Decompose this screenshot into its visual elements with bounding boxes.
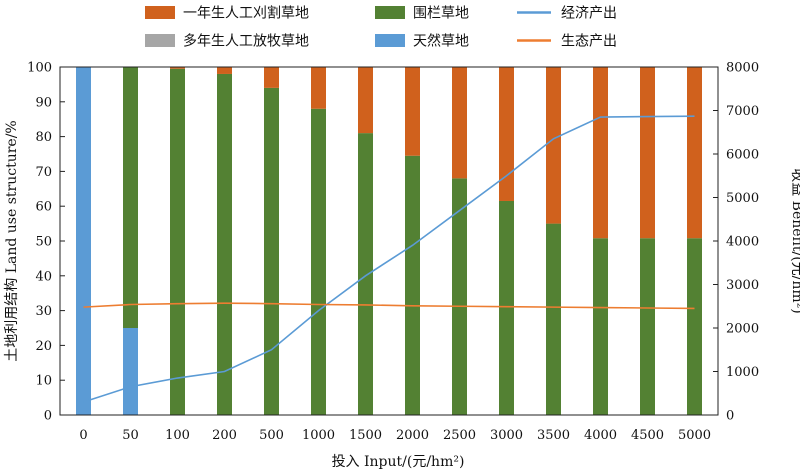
x-tick-label: 50	[122, 428, 139, 443]
legend-swatch	[375, 34, 405, 47]
legend-label: 一年生人工刈割草地	[183, 5, 309, 22]
legend-label: 天然草地	[413, 33, 469, 50]
y-right-tick-label: 5000	[726, 191, 759, 206]
series-line	[83, 302, 695, 310]
bar-segment	[123, 67, 138, 328]
legend-label: 经济产出	[561, 6, 617, 22]
y-right-tick-label: 0	[726, 409, 734, 424]
bar-segment	[405, 155, 420, 416]
bar-segment	[687, 238, 702, 415]
x-axis-title: 投入 Input/(元/hm²)	[332, 454, 465, 470]
bar-segment	[546, 67, 561, 224]
y-left-tick-label: 40	[35, 269, 52, 284]
y-right-tick-label: 2000	[726, 322, 759, 337]
y-right-tick-label: 1000	[726, 365, 759, 380]
bar-segment	[217, 73, 232, 416]
y-axis-left-title: 土地利用结构 Land use structure/%	[4, 120, 20, 361]
bar-segment	[170, 67, 185, 69]
x-tick-label: 2000	[396, 428, 429, 443]
y-left-tick-label: 10	[35, 374, 52, 389]
y-left-tick-label: 0	[44, 409, 52, 424]
legend-swatch	[145, 34, 175, 47]
axes: 0102030405060708090100010002000300040005…	[27, 61, 759, 444]
series-line	[83, 115, 695, 403]
bar-segment	[452, 178, 467, 415]
y-left-tick-label: 50	[35, 235, 52, 250]
bar-segment	[499, 200, 514, 415]
x-tick-label: 4500	[631, 428, 664, 443]
bar-segment	[123, 328, 138, 415]
x-tick-label: 4000	[584, 428, 617, 443]
y-left-tick-label: 80	[35, 130, 52, 145]
x-tick-label: 500	[259, 428, 284, 443]
y-left-tick-label: 70	[35, 165, 52, 180]
bar-segment	[264, 67, 279, 88]
legend-label: 生态产出	[561, 34, 617, 50]
bar-segment	[311, 67, 326, 109]
y-left-tick-label: 60	[35, 200, 52, 215]
bar-segment	[546, 223, 561, 415]
bar-segment	[311, 108, 326, 415]
stacked-bars	[76, 67, 702, 416]
bar-segment	[640, 238, 655, 415]
benefit-lines	[83, 115, 695, 403]
bar-segment	[358, 133, 373, 415]
y-right-tick-label: 7000	[726, 104, 759, 119]
x-tick-label: 1000	[302, 428, 335, 443]
y-left-tick-label: 20	[35, 339, 52, 354]
y-right-tick-label: 3000	[726, 278, 759, 293]
bar-segment	[452, 67, 467, 179]
y-right-tick-label: 4000	[726, 235, 759, 250]
y-right-tick-label: 6000	[726, 148, 759, 163]
x-tick-label: 2500	[443, 428, 476, 443]
x-tick-label: 3500	[537, 428, 570, 443]
bar-segment	[170, 68, 185, 416]
y-left-tick-label: 90	[35, 95, 52, 110]
bar-segment	[687, 67, 702, 239]
bar-segment	[217, 67, 232, 74]
y-right-tick-label: 8000	[726, 61, 759, 76]
plot-frame	[59, 66, 719, 416]
y-left-tick-label: 100	[27, 61, 52, 76]
x-tick-label: 200	[212, 428, 237, 443]
x-tick-label: 100	[165, 428, 190, 443]
bar-segment	[76, 67, 91, 415]
legend-label: 围栏草地	[413, 6, 469, 22]
legend-swatch	[375, 6, 405, 19]
bar-segment	[593, 67, 608, 239]
bar-segment	[640, 67, 655, 239]
legend-swatch	[145, 6, 175, 19]
x-tick-label: 1500	[349, 428, 382, 443]
x-tick-label: 3000	[490, 428, 523, 443]
bar-segment	[264, 87, 279, 415]
bar-segment	[405, 67, 420, 156]
y-axis-right-title: 收益 Benefit/(元/hm²)	[789, 168, 800, 314]
y-left-tick-label: 30	[35, 304, 52, 319]
bar-segment	[358, 67, 373, 134]
x-tick-label: 5000	[678, 428, 711, 443]
bar-segment	[593, 238, 608, 415]
x-tick-label: 0	[79, 428, 87, 443]
legend-label: 多年生人工放牧草地	[183, 33, 309, 50]
bar-segment	[499, 67, 514, 201]
